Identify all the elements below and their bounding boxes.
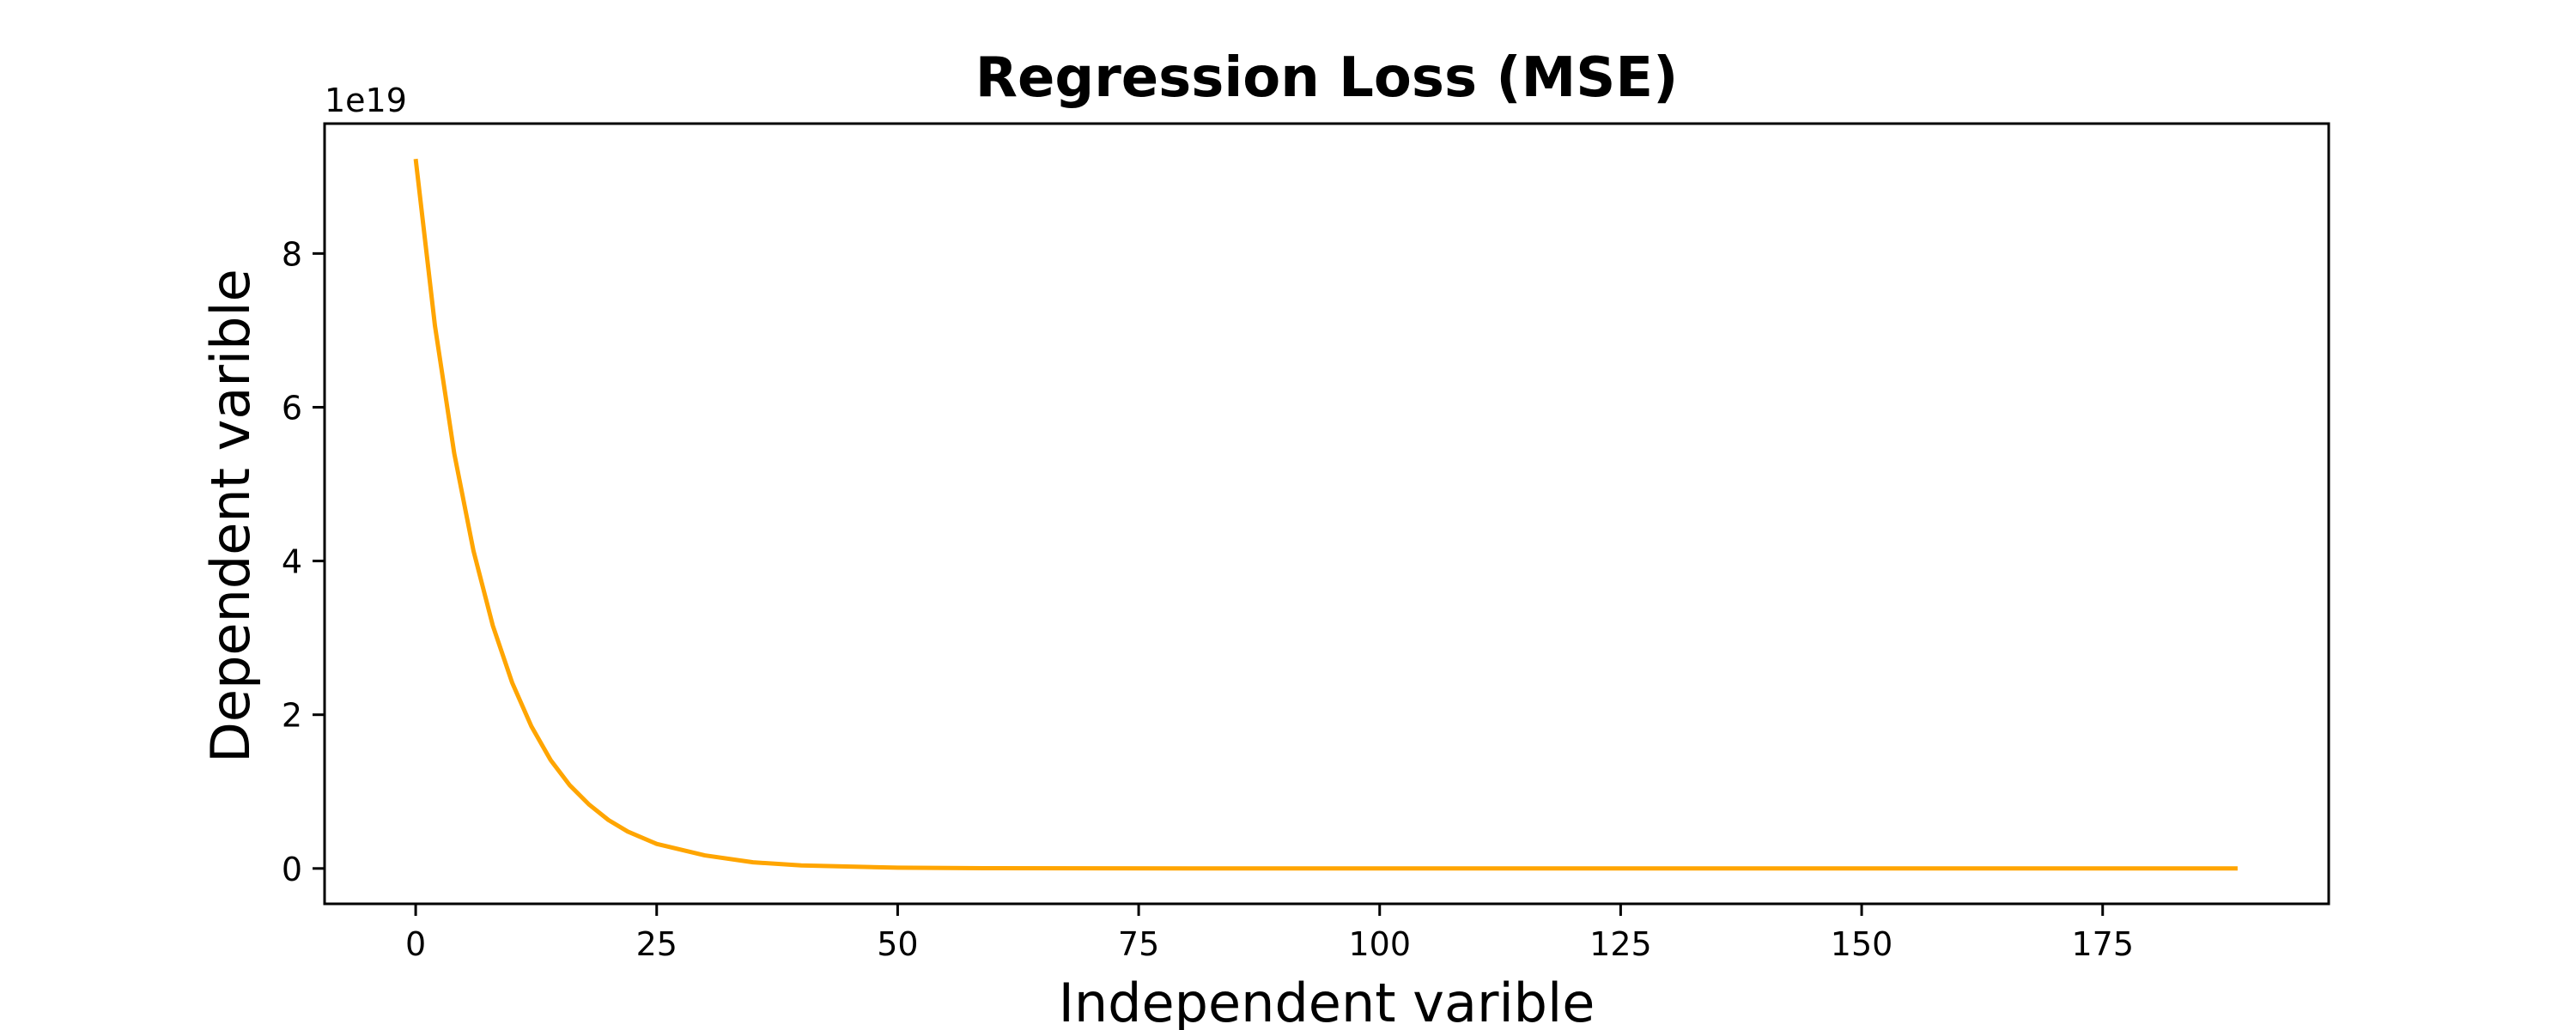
y-axis-label: Dependent varible [199, 269, 262, 763]
x-tick-label: 175 [2071, 925, 2134, 963]
x-tick-label: 50 [877, 925, 918, 963]
x-tick-label: 125 [1589, 925, 1652, 963]
y-tick-label: 0 [282, 851, 302, 888]
y-tick-label: 8 [282, 235, 302, 273]
series-layer [413, 158, 2238, 871]
y-tick-label: 2 [282, 697, 302, 735]
chart-title: Regression Loss (MSE) [975, 46, 1679, 110]
x-tick-label: 150 [1831, 925, 1893, 963]
series-line [413, 158, 2238, 871]
y-tick-label: 4 [282, 543, 302, 581]
y-tick-label: 6 [282, 389, 302, 427]
x-tick-label: 0 [405, 925, 426, 963]
x-axis-label: Independent varible [1059, 972, 1595, 1030]
plot-frame [323, 122, 2330, 906]
y-axis-offset-label: 1e19 [325, 82, 407, 119]
x-tick-label: 100 [1348, 925, 1411, 963]
x-tick-label: 75 [1118, 925, 1159, 963]
x-tick-label: 25 [636, 925, 677, 963]
axis-ticks: 0 25 50 75 100 125 150 175 0 2 4 6 8 [282, 235, 2134, 963]
